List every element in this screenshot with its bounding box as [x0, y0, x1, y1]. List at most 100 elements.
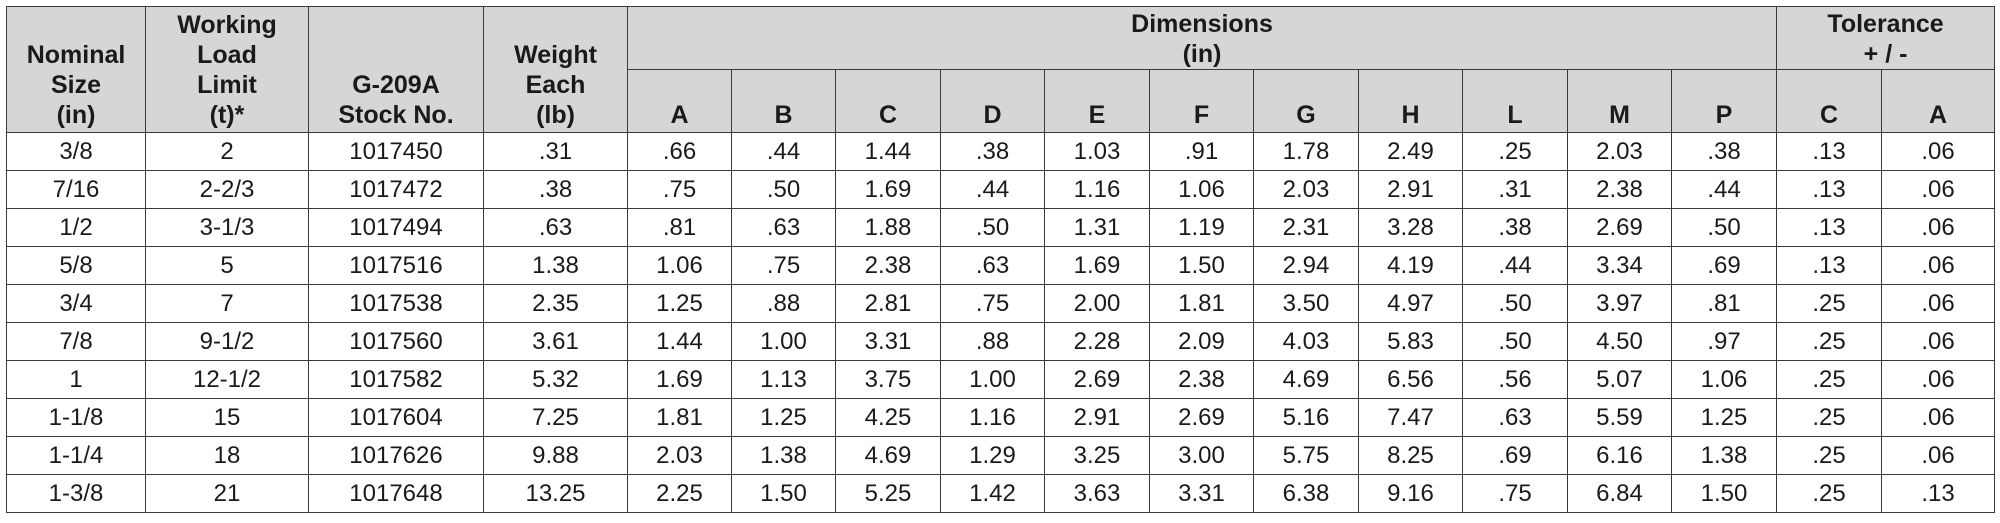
cell-dim-b: .44	[731, 132, 836, 171]
cell-dim-c: 2.38	[835, 246, 941, 285]
table-row: 1-3/8 21 1017648 13.25 2.25 1.50 5.25 1.42 3.63 3…	[6, 474, 1996, 513]
cell-nominal-size: 7/8	[6, 322, 146, 361]
cell-dim-d: 1.42	[940, 474, 1045, 513]
cell-dim-c: 4.69	[835, 436, 941, 475]
cell-tol-a: .06	[1881, 132, 1996, 171]
cell-dim-f: 3.31	[1149, 474, 1254, 513]
cell-dim-f: 1.50	[1149, 246, 1254, 285]
table-row: 7/16 2-2/3 1017472.38.75.50 1.69.44 1.16 1.06…	[6, 170, 1996, 209]
cell-dim-p: .97	[1670, 322, 1778, 361]
cell-weight-each: 13.25	[483, 474, 628, 513]
header-wll-line-2: Load	[197, 41, 257, 69]
cell-nominal-size: 5/8	[6, 246, 146, 285]
cell-tol-c: .25	[1776, 322, 1883, 361]
header-tol-c: C	[1776, 69, 1883, 133]
header-dimensions-line-2: (in)	[1182, 40, 1222, 68]
cell-dim-l: .56	[1462, 360, 1568, 399]
cell-dim-m: 3.34	[1567, 246, 1672, 285]
header-nominal-size-line-3: (in)	[56, 101, 96, 129]
cell-dim-e: 2.28	[1044, 322, 1150, 361]
cell-dim-l: .25	[1462, 132, 1568, 171]
header-weight-line-3: (lb)	[536, 101, 575, 129]
cell-dim-m: 6.16	[1567, 436, 1672, 475]
header-tolerance: Tolerance + / -	[1776, 6, 1996, 70]
header-dim-e: E	[1044, 69, 1150, 133]
cell-tol-a: .06	[1881, 322, 1996, 361]
cell-dim-f: 1.06	[1149, 170, 1254, 209]
table-row: 3/8 2 1017450.31.66.44 1.44.38 1.03.91 1.78 2.…	[6, 132, 1996, 171]
cell-dim-p: 1.25	[1670, 398, 1778, 437]
cell-dim-g: 2.31	[1253, 208, 1359, 247]
cell-dim-a: .75	[627, 170, 732, 209]
cell-dim-a: 2.25	[627, 474, 732, 513]
cell-nominal-size: 1-3/8	[6, 474, 146, 513]
cell-dim-c: 3.31	[835, 322, 941, 361]
cell-weight-each: 1.38	[483, 246, 628, 285]
cell-tol-c: .13	[1776, 132, 1883, 171]
header-dim-h: H	[1358, 69, 1463, 133]
cell-dim-b: .50	[731, 170, 836, 209]
cell-stock-no: 1017450	[308, 132, 484, 171]
cell-tol-c: .13	[1776, 170, 1883, 209]
cell-dim-l: .38	[1462, 208, 1568, 247]
cell-dim-c: 1.69	[835, 170, 941, 209]
cell-dim-m: 5.59	[1567, 398, 1672, 437]
table-row: 1-1/4 18 1017626 9.88 2.03 1.38 4.69 1.29 3.25 3.…	[6, 436, 1996, 475]
spec-table-container: Nominal Size (in) Working Load Limit (t)…	[6, 6, 1996, 516]
cell-dim-e: 2.91	[1044, 398, 1150, 437]
cell-stock-no: 1017472	[308, 170, 484, 209]
cell-dim-l: .44	[1462, 246, 1568, 285]
cell-nominal-size: 1/2	[6, 208, 146, 247]
cell-tol-a: .06	[1881, 246, 1996, 285]
cell-nominal-size: 1-1/8	[6, 398, 146, 437]
cell-dim-p: .38	[1670, 132, 1778, 171]
cell-dim-f: 2.69	[1149, 398, 1254, 437]
table-row: 1/2 3-1/3 1017494.63.81.63 1.88.50 1.31 1.19 2…	[6, 208, 1996, 247]
cell-dim-b: 1.25	[731, 398, 836, 437]
cell-tol-a: .06	[1881, 360, 1996, 399]
header-tol-a: A	[1881, 69, 1996, 133]
cell-dim-b: .75	[731, 246, 836, 285]
cell-dim-d: 1.29	[940, 436, 1045, 475]
cell-dim-l: .69	[1462, 436, 1568, 475]
cell-tol-c: .25	[1776, 360, 1883, 399]
cell-stock-no: 1017560	[308, 322, 484, 361]
cell-weight-each: .63	[483, 208, 628, 247]
table-row: 1 12-1/2 1017582 5.32 1.69 1.13 3.75 1.00 2.69 2.…	[6, 360, 1996, 399]
cell-dim-h: 9.16	[1358, 474, 1463, 513]
cell-dim-p: 1.50	[1670, 474, 1778, 513]
cell-tol-a: .06	[1881, 284, 1996, 323]
cell-dim-a: 2.03	[627, 436, 732, 475]
cell-dim-h: 2.49	[1358, 132, 1463, 171]
table-row: 1-1/8 15 1017604 7.25 1.81 1.25 4.25 1.16 2.91 2.…	[6, 398, 1996, 437]
cell-nominal-size: 1	[6, 360, 146, 399]
cell-working-load-limit: 9-1/2	[145, 322, 309, 361]
cell-dim-p: .69	[1670, 246, 1778, 285]
cell-dim-c: 2.81	[835, 284, 941, 323]
cell-dim-f: 2.09	[1149, 322, 1254, 361]
cell-dim-g: 4.03	[1253, 322, 1359, 361]
header-dim-d: D	[940, 69, 1045, 133]
cell-dim-e: 3.63	[1044, 474, 1150, 513]
header-weight-line-1: Weight	[514, 41, 597, 69]
header-nominal-size-line-2: Size	[50, 71, 102, 99]
cell-dim-b: 1.38	[731, 436, 836, 475]
header-dim-m: M	[1567, 69, 1672, 133]
header-wll-line-3: Limit	[197, 71, 257, 99]
cell-dim-g: 2.03	[1253, 170, 1359, 209]
cell-dim-d: .75	[940, 284, 1045, 323]
cell-working-load-limit: 3-1/3	[145, 208, 309, 247]
cell-tol-a: .13	[1881, 474, 1996, 513]
cell-dim-l: .50	[1462, 284, 1568, 323]
cell-weight-each: 9.88	[483, 436, 628, 475]
cell-dim-c: 4.25	[835, 398, 941, 437]
cell-dim-g: 4.69	[1253, 360, 1359, 399]
cell-dim-h: 8.25	[1358, 436, 1463, 475]
cell-working-load-limit: 18	[145, 436, 309, 475]
cell-dim-b: 1.13	[731, 360, 836, 399]
cell-dim-d: .38	[940, 132, 1045, 171]
cell-dim-a: 1.06	[627, 246, 732, 285]
table-body: 3/8 2 1017450.31.66.44 1.44.38 1.03.91 1.78 2.…	[6, 132, 1996, 513]
cell-dim-e: 3.25	[1044, 436, 1150, 475]
header-working-load-limit: Working Load Limit (t)*	[145, 6, 309, 133]
